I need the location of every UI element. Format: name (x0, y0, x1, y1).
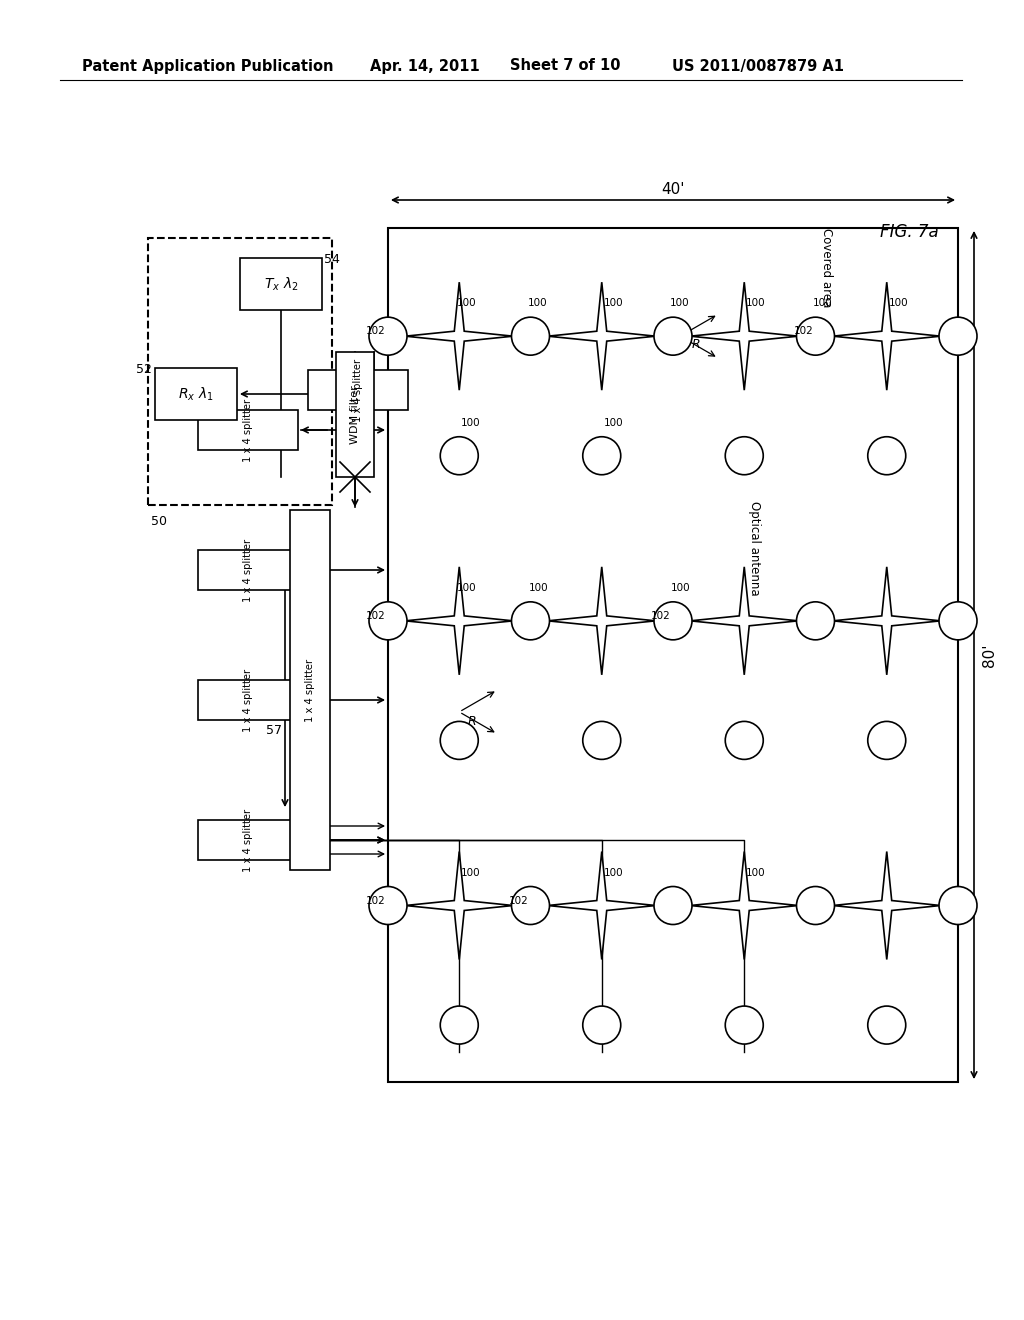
Text: 1 x 4 splitter: 1 x 4 splitter (305, 659, 315, 722)
Polygon shape (690, 566, 799, 675)
Bar (290, 510, 330, 870)
Text: 57: 57 (266, 723, 282, 737)
Text: 1 x 4 splitter: 1 x 4 splitter (353, 359, 362, 421)
Circle shape (867, 722, 906, 759)
Bar (336, 352, 374, 477)
Bar (198, 680, 298, 719)
Circle shape (440, 1006, 478, 1044)
Circle shape (939, 317, 977, 355)
Text: R: R (467, 715, 476, 729)
Text: 102: 102 (651, 611, 671, 620)
Polygon shape (406, 851, 513, 960)
Circle shape (369, 887, 407, 924)
Circle shape (654, 602, 692, 640)
Text: 100: 100 (889, 298, 908, 308)
Circle shape (583, 437, 621, 475)
Bar (388, 228, 958, 1082)
Text: US 2011/0087879 A1: US 2011/0087879 A1 (672, 58, 844, 74)
Circle shape (725, 722, 763, 759)
Circle shape (440, 437, 478, 475)
Bar (198, 411, 298, 450)
Text: 100: 100 (458, 583, 477, 593)
Text: 52: 52 (136, 363, 152, 376)
Polygon shape (833, 566, 941, 675)
Circle shape (725, 1006, 763, 1044)
Polygon shape (690, 282, 799, 391)
Circle shape (440, 722, 478, 759)
Polygon shape (548, 566, 655, 675)
Text: 100: 100 (527, 298, 547, 308)
Text: R: R (692, 338, 700, 351)
Circle shape (939, 887, 977, 924)
Circle shape (654, 317, 692, 355)
Text: 102: 102 (367, 895, 386, 906)
Bar (198, 550, 298, 590)
Bar (240, 257, 322, 310)
Bar (308, 370, 408, 411)
Bar (148, 238, 332, 506)
Bar (198, 820, 298, 861)
Circle shape (867, 1006, 906, 1044)
Circle shape (797, 602, 835, 640)
Text: 100: 100 (812, 298, 833, 308)
Text: Sheet 7 of 10: Sheet 7 of 10 (510, 58, 621, 74)
Text: 100: 100 (670, 298, 689, 308)
Polygon shape (833, 282, 941, 391)
Polygon shape (690, 851, 799, 960)
Bar (155, 368, 237, 420)
Circle shape (725, 437, 763, 475)
Text: WDM filter: WDM filter (350, 385, 360, 444)
Text: 1 x 4 splitter: 1 x 4 splitter (243, 808, 253, 871)
Circle shape (867, 437, 906, 475)
Circle shape (797, 887, 835, 924)
Text: Apr. 14, 2011: Apr. 14, 2011 (370, 58, 480, 74)
Circle shape (512, 602, 550, 640)
Text: 100: 100 (528, 583, 548, 593)
Polygon shape (406, 566, 513, 675)
Text: 102: 102 (367, 611, 386, 620)
Text: 1 x 4 splitter: 1 x 4 splitter (243, 668, 253, 731)
Circle shape (654, 887, 692, 924)
Text: FIG. 7a: FIG. 7a (880, 223, 939, 242)
Text: 54: 54 (324, 253, 340, 267)
Text: 100: 100 (746, 867, 766, 878)
Polygon shape (548, 851, 655, 960)
Text: 40': 40' (662, 182, 685, 197)
Circle shape (939, 602, 977, 640)
Text: 100: 100 (604, 298, 624, 308)
Circle shape (512, 317, 550, 355)
Text: 100: 100 (746, 298, 766, 308)
Text: 1 x 4 splitter: 1 x 4 splitter (243, 539, 253, 602)
Text: Optical antenna: Optical antenna (748, 500, 761, 595)
Text: 80': 80' (982, 643, 997, 667)
Text: 50: 50 (151, 515, 167, 528)
Text: $T_x\ \lambda_2$: $T_x\ \lambda_2$ (264, 276, 298, 293)
Text: 102: 102 (509, 895, 528, 906)
Text: 100: 100 (604, 867, 624, 878)
Circle shape (583, 722, 621, 759)
Text: Covered area: Covered area (820, 228, 833, 308)
Text: 102: 102 (794, 326, 813, 337)
Circle shape (797, 317, 835, 355)
Circle shape (369, 602, 407, 640)
Text: 102: 102 (367, 326, 386, 337)
Polygon shape (406, 282, 513, 391)
Text: 100: 100 (461, 417, 481, 428)
Text: Patent Application Publication: Patent Application Publication (82, 58, 334, 74)
Circle shape (369, 317, 407, 355)
Circle shape (583, 1006, 621, 1044)
Polygon shape (833, 851, 941, 960)
Text: 1 x 4 splitter: 1 x 4 splitter (243, 399, 253, 462)
Text: 100: 100 (671, 583, 690, 593)
Text: 100: 100 (461, 867, 481, 878)
Text: 100: 100 (604, 417, 624, 428)
Text: $R_x\ \lambda_1$: $R_x\ \lambda_1$ (178, 385, 214, 403)
Text: 100: 100 (458, 298, 477, 308)
Circle shape (512, 887, 550, 924)
Polygon shape (548, 282, 655, 391)
